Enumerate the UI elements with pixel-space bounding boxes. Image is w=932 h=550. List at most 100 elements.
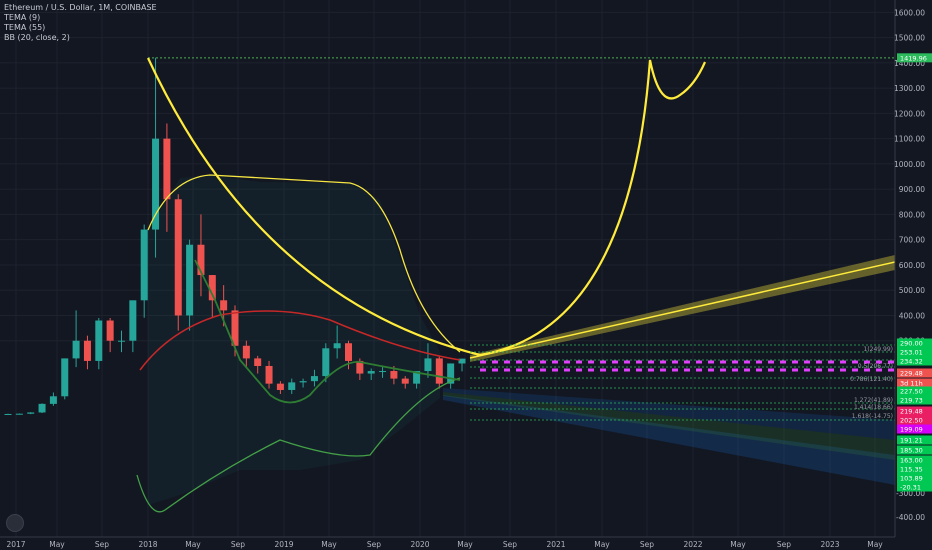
- y-tick-label: 1500.00: [894, 34, 925, 43]
- candle-body: [367, 371, 375, 374]
- candle-body: [333, 343, 341, 349]
- price-tag-label: 103.89: [900, 475, 923, 483]
- y-tick-label: -300.00: [896, 489, 925, 498]
- price-tag-bg: [897, 378, 932, 388]
- candle-body: [61, 358, 69, 397]
- x-axis-bg: [0, 537, 932, 550]
- price-tag: 234.32: [897, 356, 932, 366]
- candle-body: [197, 244, 205, 276]
- price-tag-bg: [897, 482, 932, 492]
- price-tag-bg: [897, 406, 932, 416]
- price-tag-bg: [897, 356, 932, 366]
- price-tag-label: 219.48: [900, 408, 923, 416]
- x-tick-label: May: [867, 540, 883, 549]
- price-tag-label: -20.31: [900, 484, 921, 492]
- price-tag-label: 115.35: [900, 466, 923, 474]
- candle-body: [95, 320, 103, 361]
- price-tag-label: 290.00: [900, 340, 923, 348]
- candle-body: [208, 275, 216, 301]
- x-tick-label: 2019: [274, 540, 293, 549]
- candle-body: [140, 229, 148, 301]
- candle-body: [254, 358, 262, 366]
- price-tag-bg: [897, 347, 932, 357]
- price-tag: 185.30: [897, 445, 932, 455]
- y-tick-label: 400.00: [899, 311, 925, 320]
- candle-body: [435, 358, 443, 384]
- y-tick-label: 700.00: [899, 236, 925, 245]
- indicator-lines: 1(249.99) 0.5(206.77) 0.786(121.40) 1.272(4…: [136, 57, 896, 513]
- candle-body: [186, 244, 194, 316]
- candle-body: [458, 358, 466, 364]
- fib-label: 1.414(18.66): [854, 404, 893, 411]
- price-tag: 227.50: [897, 386, 932, 396]
- bb-band-fill: [148, 175, 440, 505]
- price-tag-label: 227.50: [900, 388, 923, 396]
- bb-lower-line: [136, 377, 461, 513]
- price-tag-bg: [897, 415, 932, 425]
- y-tick-label: 1600.00: [894, 8, 925, 17]
- tradingview-logo-icon[interactable]: [6, 514, 24, 532]
- x-tick-label: May: [321, 540, 337, 549]
- x-tick-label: Sep: [231, 540, 245, 549]
- price-tag-label: 185.30: [900, 447, 923, 455]
- x-tick-label: May: [730, 540, 746, 549]
- y-tick-label: 1300.00: [894, 84, 925, 93]
- price-tag-bg: [897, 455, 932, 465]
- candle-body: [15, 413, 23, 415]
- candle-body: [299, 381, 307, 383]
- price-tag-bg: [897, 368, 932, 378]
- chart-grid: [0, 0, 895, 537]
- price-tag: 219.48: [897, 406, 932, 416]
- yellow-curve-down: [147, 57, 481, 357]
- fib-label: 1.618(-14.75): [852, 413, 893, 420]
- price-tag-bg: [897, 435, 932, 445]
- candle-body: [163, 138, 171, 200]
- rising-channel-fill: [470, 255, 895, 362]
- y-tick-label: 1400.00: [894, 59, 925, 68]
- target-tag-bg: [897, 53, 932, 63]
- candle-body: [129, 300, 137, 341]
- x-tick-label: May: [49, 540, 65, 549]
- candle-body: [4, 413, 12, 415]
- candle-body: [49, 396, 57, 404]
- rising-line: [469, 261, 896, 359]
- price-tag: 199.09: [897, 424, 932, 434]
- target-tag-label: 1419.96: [900, 54, 927, 62]
- price-tag: 229.48: [897, 368, 932, 378]
- bb-upper-line: [147, 174, 461, 353]
- candle-body: [413, 371, 421, 384]
- x-tick-label: Sep: [95, 540, 109, 549]
- candle-body: [424, 358, 432, 372]
- price-tag: 163.00: [897, 455, 932, 465]
- yellow-curve-up: [479, 59, 707, 357]
- target-price-tag: 1419.96: [897, 53, 932, 63]
- y-tick-label: 800.00: [899, 210, 925, 219]
- y-tick-label: 600.00: [899, 261, 925, 270]
- y-tick-label: 1000.00: [894, 160, 925, 169]
- x-tick-label: 2018: [138, 540, 157, 549]
- candle-body: [345, 343, 352, 361]
- x-tick-label: May: [457, 540, 473, 549]
- candle-body: [38, 403, 46, 413]
- legend-tema-55: TEMA (55): [4, 23, 46, 32]
- price-tag-bg: [897, 395, 932, 405]
- tema-line: [194, 259, 461, 404]
- fib-label: 1(249.99): [864, 346, 894, 353]
- fib-label: 1.272(41.89): [854, 397, 893, 404]
- candle-body: [106, 320, 114, 341]
- x-axis: 2017 May Sep 2018 May Sep 2019 May Sep 2020 May Sep…: [0, 536, 932, 550]
- y-tick-label: 1100.00: [894, 135, 925, 144]
- candle-body: [447, 363, 455, 384]
- candle-body: [27, 412, 35, 414]
- candle-body: [83, 340, 91, 361]
- y-tick-label: 900.00: [899, 185, 925, 194]
- price-tag: 219.73: [897, 395, 932, 405]
- x-tick-label: Sep: [640, 540, 654, 549]
- candle-body: [152, 138, 160, 230]
- price-tag-label: 3d 11h: [900, 380, 923, 388]
- price-tag-bg: [897, 424, 932, 434]
- price-tag-label: 163.00: [900, 457, 923, 465]
- x-tick-label: 2020: [410, 540, 429, 549]
